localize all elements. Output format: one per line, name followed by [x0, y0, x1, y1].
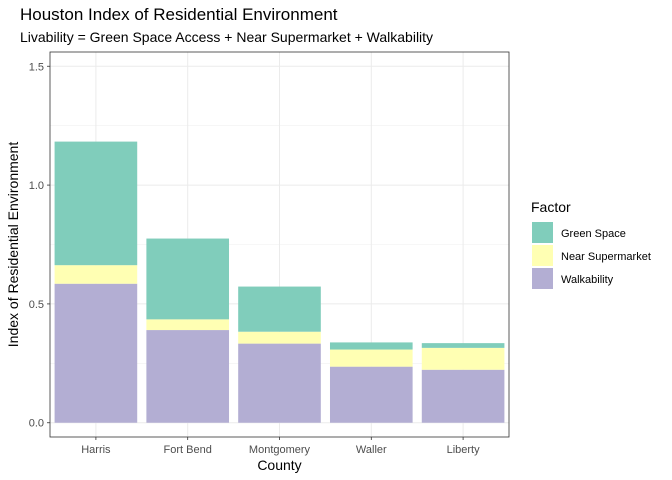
legend-label-green-space: Green Space: [561, 228, 626, 240]
bar-green-space-harris: [54, 141, 138, 266]
x-axis-title: County: [257, 457, 301, 473]
x-tick-label: Montgomery: [249, 444, 311, 456]
legend-key-near-supermarket: [532, 245, 553, 266]
y-tick-label: 1.0: [29, 180, 44, 192]
bar-walkability-waller: [329, 366, 413, 423]
y-axis-title: Index of Residential Environment: [5, 142, 21, 348]
bar-walkability-fort-bend: [146, 330, 230, 423]
bar-green-space-montgomery: [238, 286, 321, 332]
chart-title: Houston Index of Residential Environment: [20, 5, 338, 24]
bar-near-supermarket-harris: [54, 265, 138, 284]
y-tick-label: 0.5: [29, 299, 44, 311]
x-tick-label: Fort Bend: [164, 444, 212, 456]
bar-green-space-waller: [329, 342, 413, 350]
bar-walkability-harris: [54, 283, 138, 423]
bar-near-supermarket-fort-bend: [146, 319, 230, 331]
chart-subtitle: Livability = Green Space Access + Near S…: [20, 29, 434, 45]
bar-near-supermarket-liberty: [421, 347, 505, 370]
bar-walkability-liberty: [421, 369, 505, 423]
legend: Factor Green Space Near Supermarket Walkab…: [531, 199, 651, 289]
legend-key-walkability: [532, 268, 553, 289]
bar-green-space-fort-bend: [146, 238, 230, 320]
legend-label-near-supermarket: Near Supermarket: [561, 251, 651, 263]
x-tick-label: Liberty: [447, 444, 481, 456]
y-tick-label: 0.0: [29, 418, 44, 430]
bar-walkability-montgomery: [238, 343, 321, 423]
x-tick-label: Waller: [356, 444, 387, 456]
bar-near-supermarket-montgomery: [238, 331, 321, 344]
legend-title: Factor: [531, 199, 571, 215]
legend-key-green-space: [532, 222, 553, 243]
bar-green-space-liberty: [421, 343, 505, 348]
bar-near-supermarket-waller: [329, 349, 413, 367]
x-tick-label: Harris: [81, 444, 111, 456]
legend-label-walkability: Walkability: [561, 274, 614, 286]
y-tick-label: 1.5: [29, 61, 44, 73]
axes: 0.0 0.5 1.0 1.5 Harris Fort Bend Montgomery Wal…: [29, 61, 480, 456]
bars: [54, 141, 505, 423]
